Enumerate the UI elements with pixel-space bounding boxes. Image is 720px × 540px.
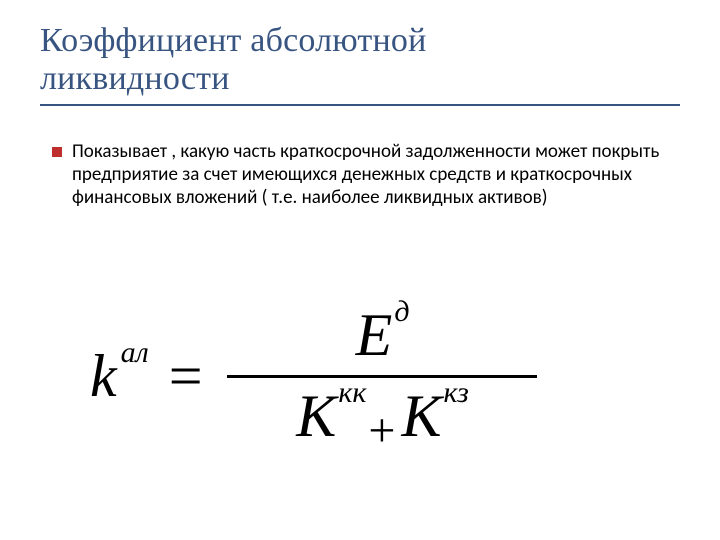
formula-numer-base: E xyxy=(356,302,393,368)
formula-numer-sup: д xyxy=(394,295,409,328)
formula-denominator: Kкк + Kкз xyxy=(296,378,467,446)
formula-plus: + xyxy=(368,407,395,455)
formula-denom-term-1: Kкк xyxy=(296,386,364,446)
formula-denom1-base: K xyxy=(296,383,336,449)
formula-denom2-sup: кз xyxy=(444,376,469,409)
body-text: Показывает , какую часть краткосрочной з… xyxy=(72,140,672,210)
formula-fraction: Eд Kкк + Kкз xyxy=(227,305,537,446)
title-underline xyxy=(40,104,680,106)
formula-denom-term-2: Kкз xyxy=(401,386,466,446)
bullet-icon xyxy=(52,147,62,157)
title-line-2: ликвидности xyxy=(40,60,680,98)
formula-lhs: kал xyxy=(90,346,145,406)
formula-equals: = xyxy=(169,346,203,406)
formula-lhs-sup: ал xyxy=(121,336,149,369)
slide: Коэффициент абсолютной ликвидности Показ… xyxy=(0,0,720,540)
formula-denom2-base: K xyxy=(401,383,441,449)
formula: kал = Eд Kкк + Kкз xyxy=(90,305,630,446)
title-block: Коэффициент абсолютной ликвидности xyxy=(40,22,680,106)
body-row: Показывает , какую часть краткосрочной з… xyxy=(52,140,672,210)
formula-denom1-sup: кк xyxy=(338,376,366,409)
formula-numerator: Eд xyxy=(356,305,408,375)
formula-lhs-base: k xyxy=(90,343,117,409)
title-line-1: Коэффициент абсолютной xyxy=(40,22,680,60)
